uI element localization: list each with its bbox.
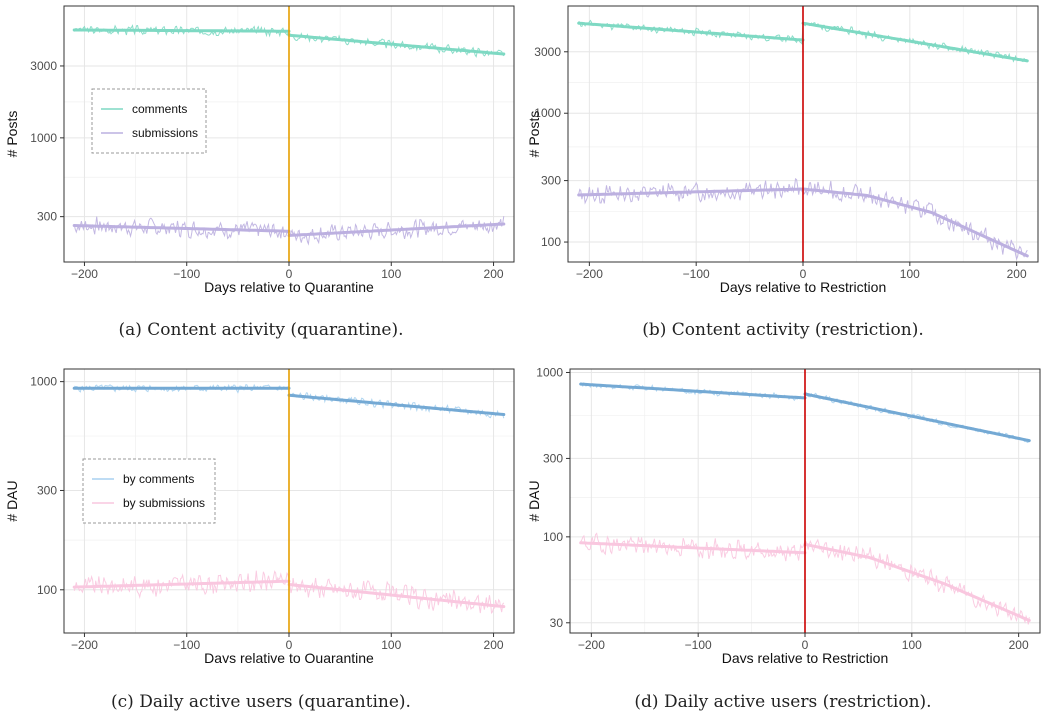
legend-box	[82, 458, 216, 524]
y-tick-label: 300	[541, 174, 561, 188]
x-tick-label: −200	[71, 267, 98, 281]
x-tick-label: 100	[381, 638, 401, 652]
x-axis-title: Days relative to Quarantine	[204, 650, 374, 663]
x-tick-label: 0	[286, 638, 293, 652]
legend: comments submissions	[91, 88, 207, 154]
series-trend-before-2	[579, 541, 807, 555]
series-trend-before-1	[577, 21, 805, 42]
series-trend-after-1	[287, 393, 506, 416]
chart-panel-d: −200 −100 0 100 200 30 100 300 1000 Days relative…	[522, 363, 1044, 726]
x-tick-label: −100	[683, 267, 710, 281]
chart-panel-c: −200 −100 0 100 200 100 300 1000 Days relative t…	[0, 363, 522, 726]
x-tick-label: 0	[286, 267, 293, 281]
series-trend-after-2	[287, 222, 506, 237]
x-tick-label: 100	[381, 267, 401, 281]
series-trend-before-2	[72, 579, 291, 589]
legend-label-1: by comments	[123, 472, 194, 486]
series-trend-before-2	[72, 224, 291, 233]
series-trend-after-2	[801, 187, 1029, 258]
x-tick-label: 200	[1009, 638, 1029, 652]
x-axis-title: Days relative to Restriction	[720, 279, 887, 295]
chart-b: −200 −100 0 100 200 100 300 1000 3000 Days relati…	[526, 5, 1039, 295]
caption-b: (b) Content activity (restriction).	[642, 320, 924, 340]
x-axis-title: Days relative to Quarantine	[204, 279, 374, 295]
y-tick-label: 300	[543, 451, 563, 465]
y-tick-label: 30	[550, 616, 564, 630]
y-axis-title: # DAU	[526, 480, 542, 521]
x-tick-label: 200	[484, 267, 504, 281]
x-tick-label: 200	[484, 638, 504, 652]
x-tick-label: −100	[173, 267, 200, 281]
y-axis-title: # DAU	[4, 480, 20, 521]
chart-a: −200 −100 0 100 200 300 1000 3000 Days relative …	[4, 5, 515, 295]
legend-box	[91, 88, 207, 154]
series-trend-before-1	[72, 28, 291, 33]
x-tick-label: −100	[685, 638, 712, 652]
legend: by comments by submissions	[82, 458, 216, 524]
y-tick-label: 1000	[534, 106, 561, 120]
chart-panel-b: −200 −100 0 100 200 100 300 1000 3000 Days relati…	[522, 0, 1044, 363]
series-trend-after-1	[801, 21, 1029, 63]
x-tick-label: 100	[900, 267, 920, 281]
y-axis-title: # Posts	[4, 111, 20, 158]
caption-a: (a) Content activity (quarantine).	[118, 320, 404, 340]
legend-label-1: comments	[132, 102, 187, 116]
chart-d: −200 −100 0 100 200 30 100 300 1000 Days relative…	[526, 365, 1041, 663]
y-tick-label: 3000	[30, 59, 57, 73]
y-tick-label: 300	[37, 210, 57, 224]
legend-label-2: by submissions	[123, 496, 205, 510]
series-trend-after-2	[803, 542, 1031, 622]
y-tick-label: 100	[541, 235, 561, 249]
series-trend-after-2	[287, 583, 506, 609]
y-tick-label: 300	[37, 483, 57, 497]
x-tick-label: 100	[902, 638, 922, 652]
series-trend-after-1	[803, 392, 1031, 443]
y-tick-label: 1000	[536, 365, 563, 379]
y-tick-label: 100	[543, 530, 563, 544]
caption-c: (c) Daily active users (quarantine).	[111, 692, 411, 712]
x-tick-label: 0	[800, 267, 807, 281]
y-tick-label: 1000	[30, 375, 57, 389]
series-trend-after-1	[287, 33, 506, 56]
x-tick-label: 0	[802, 638, 809, 652]
chart-panel-a: −200 −100 0 100 200 300 1000 3000 Days relative …	[0, 0, 522, 363]
x-tick-label: −100	[173, 638, 200, 652]
x-tick-label: −200	[576, 267, 603, 281]
series-trend-before-1	[579, 382, 807, 400]
y-tick-label: 1000	[30, 131, 57, 145]
x-axis-title: Days relative to Restriction	[722, 650, 889, 663]
x-tick-label: 200	[1007, 267, 1027, 281]
caption-d: (d) Daily active users (restriction).	[634, 692, 932, 712]
x-tick-label: −200	[578, 638, 605, 652]
series-trend-before-2	[577, 187, 805, 197]
chart-c: −200 −100 0 100 200 100 300 1000 Days relative t…	[4, 368, 515, 663]
legend-label-2: submissions	[132, 126, 198, 140]
y-tick-label: 3000	[534, 45, 561, 59]
y-tick-label: 100	[37, 583, 57, 597]
x-tick-label: −200	[71, 638, 98, 652]
y-axis-title: # Posts	[526, 111, 542, 158]
